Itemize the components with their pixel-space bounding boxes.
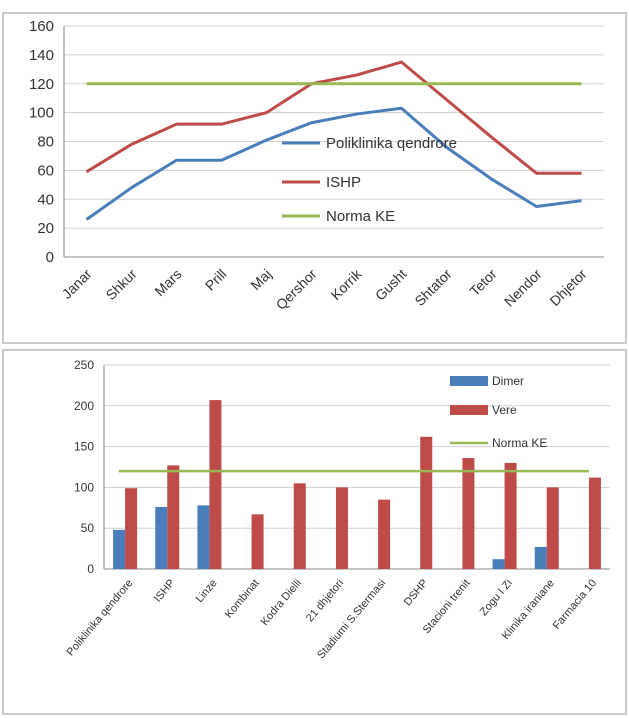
bar-vere (167, 465, 180, 569)
y-tick-label: 250 (74, 358, 94, 372)
bar-dimer (113, 529, 126, 569)
x-tick-label: Linze (194, 577, 220, 605)
bar-vere (420, 436, 433, 569)
x-tick-label: ISHP (152, 577, 178, 604)
x-tick-label: Qershor (273, 266, 320, 313)
x-tick-label: Gusht (372, 266, 410, 304)
bar-vere (462, 458, 475, 569)
x-tick-label: Poliklinika qendrore (64, 577, 135, 658)
series-line-ishp (85, 60, 582, 175)
y-tick-label: 160 (29, 18, 54, 35)
bar-vere (251, 514, 264, 569)
y-tick-label: 100 (74, 480, 94, 494)
bar-dimer (492, 559, 505, 569)
x-tick-label: Kombinat (223, 577, 262, 620)
x-tick-label: Tetor (466, 266, 500, 300)
legend-label: ISHP (326, 174, 361, 191)
x-tick-label: Farmacia 10 (551, 577, 599, 632)
y-tick-label: 150 (74, 440, 94, 454)
monthly-line-chart: 0 20 40 60 80 100 120 140 160 Janar Shkur Mars Prill… (29, 18, 604, 313)
x-tick-label: Shtator (411, 266, 454, 309)
bar-vere (588, 477, 601, 569)
y-tick-label: 40 (37, 191, 54, 208)
x-tick-label: Mars (151, 266, 184, 299)
bar-vere (546, 487, 559, 569)
y-tick-label: 0 (46, 249, 54, 266)
x-tick-label: Nendor (501, 266, 545, 310)
series-line-poliklinika-qendrore (85, 106, 582, 221)
station-bar-chart-frame: 0 50 100 150 200 250 Poliklinika qendrore ISHP L… (2, 349, 627, 715)
legend-label: Norma KE (492, 436, 547, 450)
y-tick-label: 80 (37, 134, 54, 151)
bar-vere (125, 488, 138, 569)
legend-label: Norma KE (326, 208, 395, 225)
x-tick-label: Korrik (327, 265, 365, 303)
bar-vere (209, 400, 222, 569)
bar-vere (504, 462, 517, 569)
bar-dimer (155, 506, 168, 569)
y-tick-label: 120 (29, 76, 54, 93)
y-tick-label: 200 (74, 399, 94, 413)
x-tick-label: Shkur (102, 266, 139, 303)
bar-vere (293, 483, 306, 569)
bar-vere (335, 487, 348, 569)
y-tick-label: 100 (29, 105, 54, 122)
x-tick-label: Kodra Dielli (259, 577, 304, 628)
page-caption (0, 0, 629, 12)
bar-dimer (197, 505, 210, 569)
y-tick-label: 60 (37, 162, 54, 179)
monthly-line-chart-frame: 0 20 40 60 80 100 120 140 160 Janar Shkur Mars Prill… (2, 12, 627, 344)
station-bar-chart: 0 50 100 150 200 250 Poliklinika qendrore ISHP L… (64, 358, 610, 661)
legend-label: Poliklinika qendrore (326, 135, 457, 152)
legend-swatch (450, 376, 488, 386)
x-tick-label: Zogu I Zi (478, 577, 515, 618)
x-tick-label: Prill (202, 266, 230, 294)
y-tick-label: 140 (29, 47, 54, 64)
y-tick-label: 0 (87, 562, 94, 576)
x-tick-label: Maj (247, 266, 274, 293)
bar-dimer (534, 546, 547, 569)
x-tick-label: Janar (59, 266, 95, 302)
bar-vere (378, 499, 391, 569)
y-tick-label: 20 (37, 220, 54, 237)
x-tick-label: DSHP (402, 577, 431, 608)
y-tick-label: 50 (81, 521, 95, 535)
legend-label: Dimer (492, 374, 524, 388)
legend-label: Vere (492, 403, 517, 417)
legend-swatch (450, 405, 488, 415)
x-tick-label: 21 dhjetori (304, 577, 346, 624)
x-tick-label: Dhjetor (546, 266, 589, 309)
